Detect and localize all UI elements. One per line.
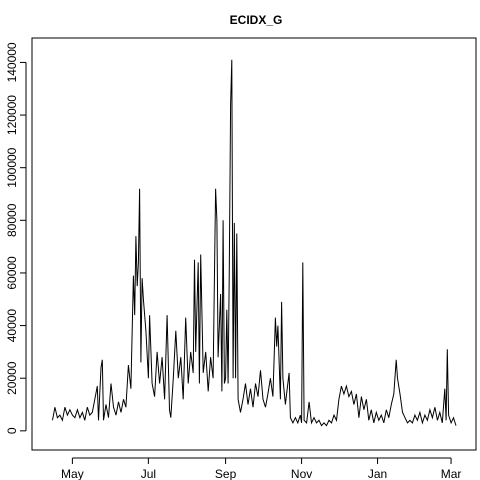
y-tick-label: 60000 xyxy=(5,256,19,290)
x-tick-label: Jan xyxy=(368,467,387,480)
y-tick-label: 0 xyxy=(5,427,19,434)
y-tick-label: 100000 xyxy=(5,147,19,187)
series-line xyxy=(52,59,457,427)
x-axis: May Jul Sep Nov Jan Mar xyxy=(61,457,462,480)
plot-box xyxy=(31,37,477,451)
y-axis: 0 20000 40000 60000 80000 100000 120000 140000 xyxy=(5,42,27,434)
x-tick-label: Sep xyxy=(215,467,237,480)
y-tick-label: 80000 xyxy=(5,203,19,237)
y-tick-label: 120000 xyxy=(5,95,19,135)
y-tick-label: 40000 xyxy=(5,309,19,343)
x-tick-label: Jul xyxy=(141,467,156,480)
y-tick-label: 140000 xyxy=(5,42,19,82)
x-tick-label: Nov xyxy=(291,467,312,480)
x-tick-label: Mar xyxy=(441,467,462,480)
chart-title: ECIDX_G xyxy=(230,13,283,27)
x-tick-label: May xyxy=(61,467,84,480)
y-tick-label: 20000 xyxy=(5,361,19,395)
